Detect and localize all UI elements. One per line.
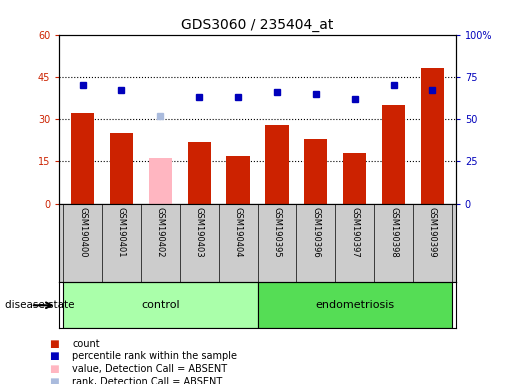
Bar [63, 282, 258, 328]
Bar [265, 125, 288, 204]
Title: GDS3060 / 235404_at: GDS3060 / 235404_at [181, 18, 334, 32]
Text: GSM190401: GSM190401 [117, 207, 126, 258]
Text: GSM190400: GSM190400 [78, 207, 87, 258]
Bar [71, 113, 94, 204]
Text: ■: ■ [49, 351, 59, 361]
Text: GSM190402: GSM190402 [156, 207, 165, 258]
Bar [187, 142, 211, 204]
Bar [227, 156, 250, 204]
Text: endometriosis: endometriosis [315, 300, 394, 310]
Text: GSM190399: GSM190399 [428, 207, 437, 258]
Text: ■: ■ [49, 364, 59, 374]
Text: disease state: disease state [5, 300, 75, 310]
Text: control: control [141, 300, 180, 310]
Bar [421, 68, 444, 204]
Bar [110, 133, 133, 204]
Text: GSM190396: GSM190396 [311, 207, 320, 258]
Text: value, Detection Call = ABSENT: value, Detection Call = ABSENT [72, 364, 227, 374]
Text: rank, Detection Call = ABSENT: rank, Detection Call = ABSENT [72, 377, 222, 384]
Text: GSM190397: GSM190397 [350, 207, 359, 258]
Text: GSM190395: GSM190395 [272, 207, 281, 258]
Bar [149, 159, 172, 204]
Text: GSM190404: GSM190404 [234, 207, 243, 258]
Text: ■: ■ [49, 377, 59, 384]
Bar [304, 139, 328, 204]
Text: ■: ■ [49, 339, 59, 349]
Text: GSM190403: GSM190403 [195, 207, 204, 258]
Text: percentile rank within the sample: percentile rank within the sample [72, 351, 237, 361]
Text: count: count [72, 339, 100, 349]
Bar [382, 105, 405, 204]
Bar [258, 282, 452, 328]
Bar [343, 153, 366, 204]
Text: GSM190398: GSM190398 [389, 207, 398, 258]
